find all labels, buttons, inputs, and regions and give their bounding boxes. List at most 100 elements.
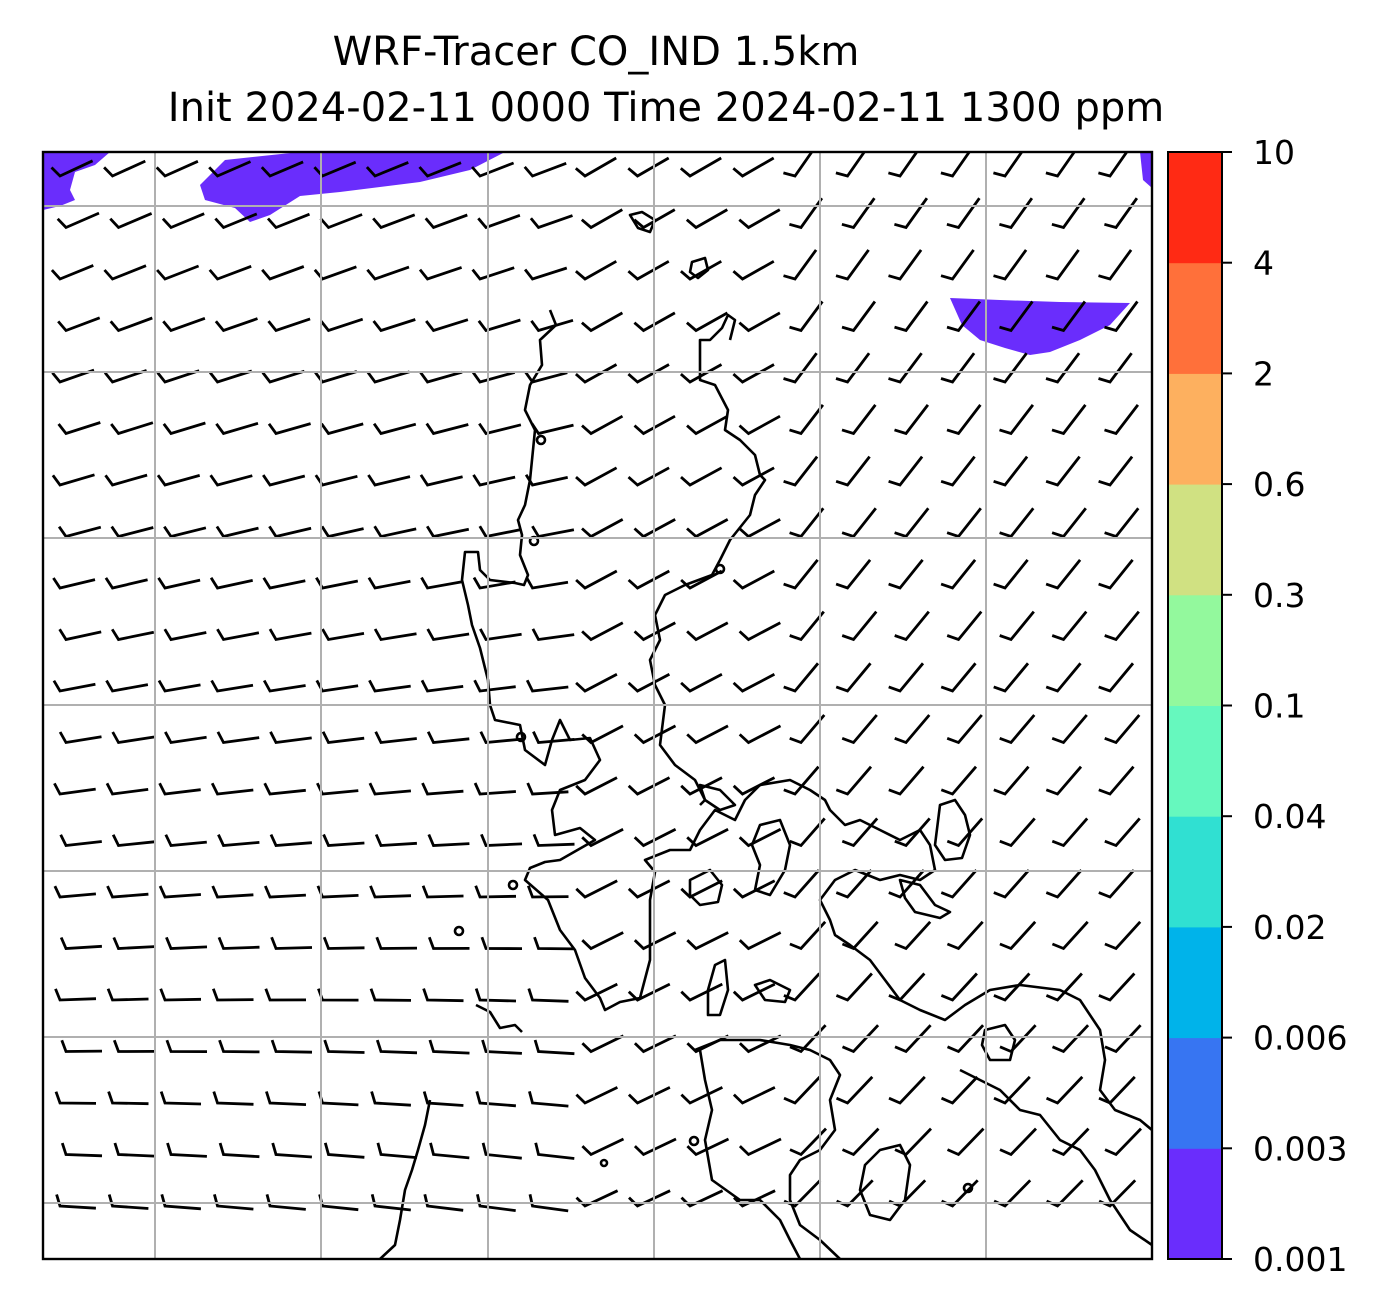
wind-barb bbox=[1051, 817, 1089, 848]
wind-barb bbox=[680, 1086, 724, 1105]
wind-barb bbox=[210, 679, 254, 693]
wind-barb bbox=[627, 466, 670, 487]
wind-barb bbox=[946, 1127, 985, 1157]
wind-barb bbox=[313, 265, 357, 281]
wind-barb bbox=[265, 1194, 306, 1211]
wind-barb bbox=[1098, 152, 1129, 178]
coastline-islet-4 bbox=[453, 925, 465, 937]
wind-barb bbox=[940, 765, 978, 796]
wind-barb bbox=[366, 265, 410, 281]
wind-barb bbox=[215, 421, 259, 436]
wind-barb bbox=[425, 422, 469, 436]
wind-barb bbox=[738, 621, 781, 642]
wind-barb bbox=[531, 525, 575, 539]
wind-barb bbox=[426, 525, 470, 539]
wind-barb bbox=[479, 628, 522, 642]
wind-barb bbox=[993, 559, 1029, 590]
wind-barb bbox=[783, 352, 818, 384]
wind-barb bbox=[526, 885, 569, 899]
colorbar-band bbox=[1168, 926, 1222, 1039]
wind-barb bbox=[315, 679, 359, 693]
wind-barb bbox=[680, 982, 723, 1002]
wind-barb bbox=[633, 1137, 677, 1157]
wind-barb bbox=[262, 577, 306, 590]
wind-barb bbox=[633, 311, 676, 333]
wind-barb bbox=[627, 879, 671, 899]
wind-barb bbox=[783, 455, 819, 487]
wind-barb bbox=[262, 474, 306, 487]
coastline-southwest bbox=[379, 1099, 432, 1259]
wind-barb bbox=[523, 266, 568, 281]
coastline-islet-9 bbox=[714, 563, 726, 575]
wind-barb bbox=[155, 160, 199, 178]
wind-barb bbox=[165, 936, 208, 950]
wind-barb bbox=[320, 525, 364, 539]
wind-barb bbox=[322, 833, 365, 847]
colorbar-tick-label: 0.006 bbox=[1253, 1019, 1347, 1058]
wind-barb bbox=[841, 404, 877, 436]
colorbar-band bbox=[1168, 152, 1222, 264]
wind-barb bbox=[1104, 507, 1140, 539]
wind-barb bbox=[686, 518, 729, 539]
coastline-isle-11 bbox=[706, 958, 730, 1017]
wind-barb bbox=[627, 982, 671, 1002]
coastline-isle-5 bbox=[898, 878, 952, 920]
wind-barb bbox=[841, 610, 878, 642]
wind-barb bbox=[52, 679, 96, 693]
wind-barb bbox=[208, 264, 252, 281]
wind-barb bbox=[894, 817, 931, 848]
wind-barb bbox=[471, 371, 516, 384]
wind-barb bbox=[993, 972, 1031, 1002]
wind-barb bbox=[315, 576, 359, 590]
wind-barb bbox=[999, 197, 1034, 230]
coastline-islet-7 bbox=[599, 1158, 609, 1168]
wind-barb bbox=[374, 833, 417, 847]
wind-barb bbox=[372, 318, 416, 333]
wind-barb bbox=[51, 368, 95, 384]
wind-barb bbox=[213, 1194, 254, 1211]
wind-barb bbox=[894, 507, 930, 539]
wind-barb bbox=[732, 569, 775, 590]
wind-barb bbox=[1045, 559, 1082, 590]
wind-barb bbox=[369, 885, 412, 899]
wind-barb bbox=[271, 1142, 312, 1159]
wind-barb bbox=[369, 988, 412, 1002]
wind-barb bbox=[105, 782, 149, 796]
wind-barb bbox=[940, 559, 977, 590]
wind-barb bbox=[163, 628, 207, 642]
wind-barb bbox=[426, 628, 470, 642]
wind-barb bbox=[261, 369, 305, 384]
wind-barb bbox=[210, 782, 254, 796]
wind-barb bbox=[835, 972, 873, 1002]
wind-barb bbox=[633, 827, 677, 848]
wind-barb bbox=[373, 628, 417, 642]
wind-barb bbox=[575, 879, 618, 899]
wind-barb bbox=[581, 518, 624, 539]
wind-barb bbox=[166, 1142, 207, 1158]
wind-barb bbox=[375, 936, 418, 950]
coastline-isle-10 bbox=[753, 978, 792, 1004]
coastline-isle-1 bbox=[933, 798, 972, 862]
wind-barb bbox=[841, 1127, 880, 1157]
wind-barb bbox=[111, 834, 155, 847]
colorbar-tick-label: 0.003 bbox=[1253, 1129, 1347, 1168]
wind-barb bbox=[1098, 765, 1135, 796]
wind-barb bbox=[316, 885, 359, 899]
wind-barb bbox=[319, 317, 364, 333]
coastline-south-west bbox=[694, 1038, 842, 1259]
wind-barb bbox=[633, 621, 676, 642]
wind-barb bbox=[58, 731, 102, 745]
wind-barb bbox=[321, 731, 365, 745]
coastline-isle-2 bbox=[750, 818, 792, 897]
wind-barb bbox=[474, 885, 517, 899]
wind-barb bbox=[633, 414, 676, 436]
wind-barb bbox=[372, 422, 417, 436]
coastline-islet-6 bbox=[688, 1135, 700, 1147]
wind-barb bbox=[841, 817, 879, 848]
wind-barb bbox=[999, 404, 1035, 436]
wind-barb bbox=[51, 473, 95, 487]
wind-barb bbox=[732, 879, 776, 899]
wind-barb bbox=[110, 525, 154, 539]
map-panel bbox=[43, 152, 1152, 1259]
